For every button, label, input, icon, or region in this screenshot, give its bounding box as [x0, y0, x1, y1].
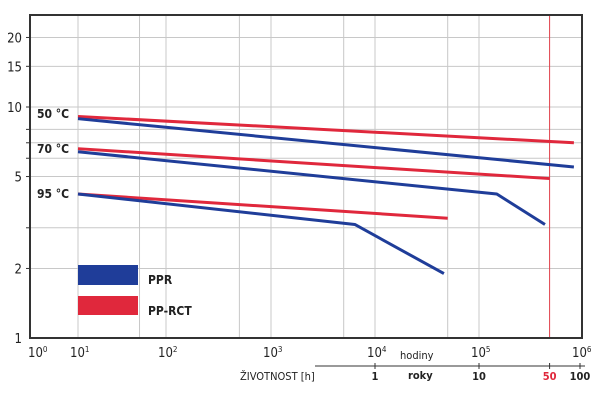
x-tick-label: 103	[263, 345, 282, 361]
x-tick-label: 100	[28, 345, 48, 361]
years-tick-label: 10	[472, 370, 486, 383]
legend-swatch-ppr	[78, 265, 138, 285]
y-tick-label: 20	[7, 31, 22, 46]
x-axis-title: ŽIVOTNOST [h]	[240, 370, 315, 383]
hours-unit-label: hodiny	[400, 349, 434, 362]
series-line-pp-rct-70	[77, 147, 550, 181]
temp-label-95: 95 °C	[37, 187, 69, 201]
temp-label-50: 50 °C	[37, 107, 69, 121]
series-line-ppr-70	[77, 150, 546, 226]
years-tick-label: 100	[570, 370, 591, 383]
x-tick-label: 102	[158, 345, 177, 361]
y-tick-label: 10	[7, 101, 22, 116]
x-tick-label: 106	[572, 345, 592, 361]
legend-label-pprct: PP-RCT	[148, 304, 192, 318]
y-tick-label: 2	[15, 262, 22, 277]
years-tick-label: 50	[543, 370, 557, 383]
x-tick-labels: 100 101 102 103 104 105 106	[28, 345, 592, 361]
years-unit-label: roky	[408, 369, 433, 382]
years-axis-labels: 1 10 50 100	[372, 363, 591, 383]
y-tick-label: 15	[7, 60, 22, 75]
y-tick-label: 1	[15, 332, 22, 347]
x-tick-label: 101	[70, 345, 89, 361]
series-lines	[77, 114, 575, 275]
x-tick-label: 105	[471, 345, 490, 361]
years-tick-label: 1	[372, 370, 379, 383]
series-line-ppr-50	[77, 117, 575, 169]
series-line-ppr-95	[77, 192, 445, 275]
legend-swatch-pprct	[78, 296, 138, 315]
temp-label-70: 70 °C	[37, 142, 69, 156]
x-tick-label: 104	[367, 345, 387, 361]
series-line-pp-rct-50	[77, 114, 574, 145]
y-tick-labels: 1 2 5 10 15 20	[7, 31, 22, 347]
legend-label-ppr: PPR	[148, 273, 173, 287]
y-tick-label: 5	[15, 171, 22, 186]
grid	[26, 15, 582, 338]
plot-frame	[29, 14, 583, 339]
series-line-pp-rct-95	[77, 192, 448, 220]
